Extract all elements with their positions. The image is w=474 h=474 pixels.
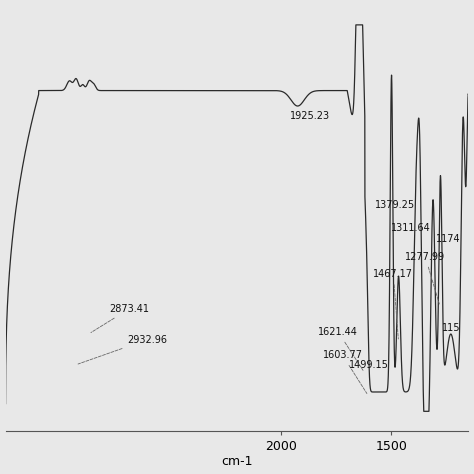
Text: 2873.41: 2873.41	[91, 304, 149, 333]
Text: 115: 115	[442, 323, 461, 333]
Text: 1621.44: 1621.44	[319, 327, 363, 370]
Text: 1277.99: 1277.99	[405, 252, 445, 304]
Text: 1379.25: 1379.25	[375, 200, 416, 210]
Text: 1467.17: 1467.17	[374, 269, 413, 339]
Text: 1311.64: 1311.64	[391, 223, 431, 233]
Text: 1174: 1174	[436, 234, 461, 245]
X-axis label: cm-1: cm-1	[221, 456, 253, 468]
Text: 2932.96: 2932.96	[78, 335, 167, 364]
Text: 1499.15: 1499.15	[349, 360, 389, 370]
Text: 1603.77: 1603.77	[323, 350, 367, 393]
Text: 1925.23: 1925.23	[290, 111, 330, 121]
